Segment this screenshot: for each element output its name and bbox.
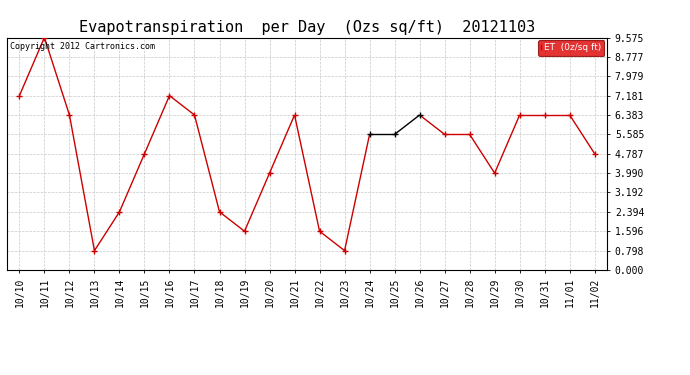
Title: Evapotranspiration  per Day  (Ozs sq/ft)  20121103: Evapotranspiration per Day (Ozs sq/ft) 2… — [79, 20, 535, 35]
Legend: ET  (0z/sq ft): ET (0z/sq ft) — [538, 40, 604, 56]
Text: Copyright 2012 Cartronics.com: Copyright 2012 Cartronics.com — [10, 42, 155, 51]
